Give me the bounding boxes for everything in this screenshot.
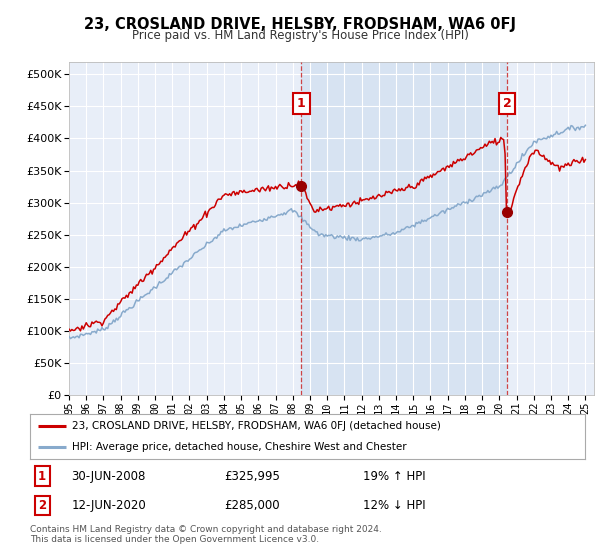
Text: 1: 1	[297, 97, 306, 110]
Text: HPI: Average price, detached house, Cheshire West and Chester: HPI: Average price, detached house, Ches…	[71, 442, 406, 452]
Text: Price paid vs. HM Land Registry's House Price Index (HPI): Price paid vs. HM Land Registry's House …	[131, 29, 469, 42]
Text: 12-JUN-2020: 12-JUN-2020	[71, 499, 146, 512]
Text: 30-JUN-2008: 30-JUN-2008	[71, 470, 146, 483]
Text: 2: 2	[38, 499, 46, 512]
Text: 1: 1	[38, 470, 46, 483]
Bar	[301, 62, 507, 395]
Text: 12% ↓ HPI: 12% ↓ HPI	[363, 499, 425, 512]
Text: 23, CROSLAND DRIVE, HELSBY, FRODSHAM, WA6 0FJ: 23, CROSLAND DRIVE, HELSBY, FRODSHAM, WA…	[84, 17, 516, 32]
Text: 2: 2	[503, 97, 511, 110]
Text: £285,000: £285,000	[224, 499, 280, 512]
Text: 23, CROSLAND DRIVE, HELSBY, FRODSHAM, WA6 0FJ (detached house): 23, CROSLAND DRIVE, HELSBY, FRODSHAM, WA…	[71, 422, 440, 432]
Text: 19% ↑ HPI: 19% ↑ HPI	[363, 470, 425, 483]
Text: Contains HM Land Registry data © Crown copyright and database right 2024.
This d: Contains HM Land Registry data © Crown c…	[30, 525, 382, 544]
Text: £325,995: £325,995	[224, 470, 280, 483]
